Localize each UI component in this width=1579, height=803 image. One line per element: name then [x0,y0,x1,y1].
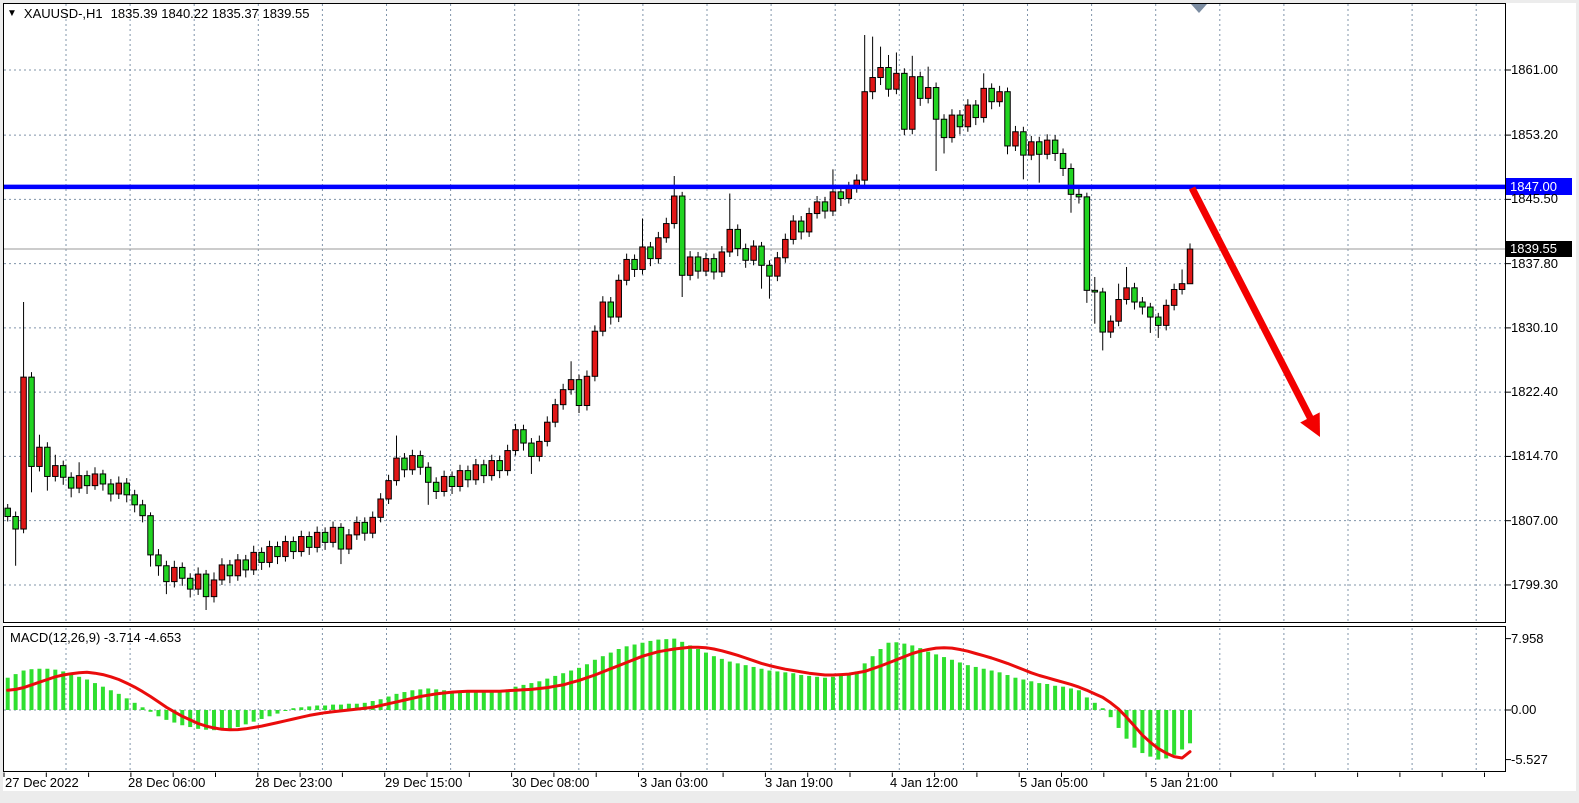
hline-price-tag: 1847.00 [1506,177,1572,195]
ohlc-values-label: 1835.39 1840.22 1835.37 1839.55 [110,6,310,21]
chart-title: ▼ XAUUSD-,H1 1835.39 1840.22 1835.37 1839.… [7,5,309,23]
macd-panel-area[interactable] [3,626,1505,772]
symbol-timeframe-label: XAUUSD-,H1 [23,6,103,21]
chart-area[interactable] [3,3,1505,622]
time-axis[interactable] [3,772,1506,792]
symbol-dropdown-icon[interactable]: ▼ [7,8,17,19]
macd-indicator-label: MACD(12,26,9) -3.714 -4.653 [10,630,182,645]
current-price-tag: 1839.55 [1506,241,1572,258]
price-axis[interactable] [1506,3,1576,791]
